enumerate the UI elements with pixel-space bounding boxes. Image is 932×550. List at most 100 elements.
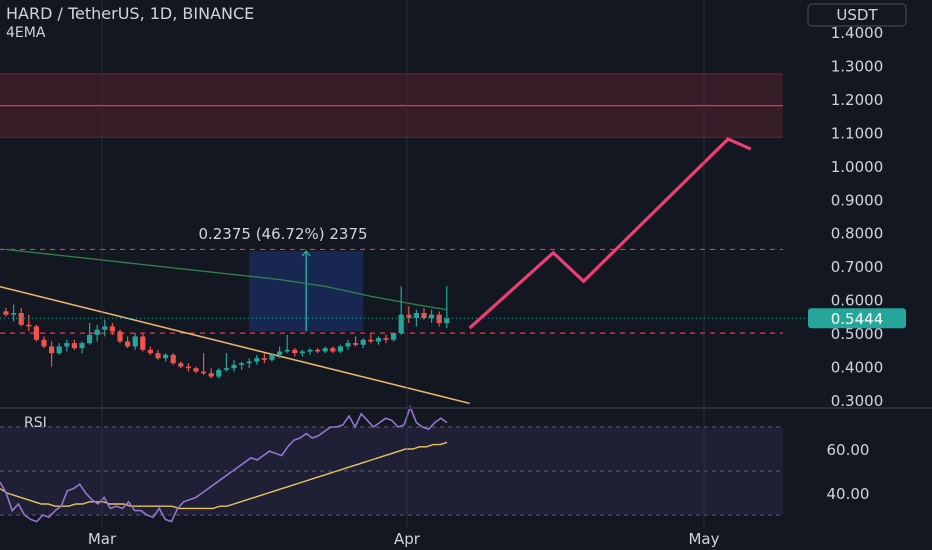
price-tick-label: 0.8000 bbox=[831, 225, 884, 243]
candle-body bbox=[307, 349, 313, 352]
time-tick-label: May bbox=[688, 530, 719, 548]
candle-body bbox=[429, 314, 435, 319]
candle-body bbox=[3, 311, 9, 315]
candle-body bbox=[11, 313, 17, 315]
candle-body bbox=[109, 326, 115, 332]
price-tick-label: 1.3000 bbox=[831, 57, 884, 75]
candle-body bbox=[185, 366, 191, 369]
candle-body bbox=[178, 363, 184, 367]
chart-title: HARD / TetherUS, 1D, BINANCE bbox=[6, 4, 254, 23]
rsi-axis[interactable]: 40.00 60.00 bbox=[827, 441, 870, 503]
candle-body bbox=[444, 318, 450, 324]
candle-body bbox=[147, 349, 153, 354]
candle-body bbox=[360, 339, 366, 345]
candle-body bbox=[345, 343, 351, 347]
candle-body bbox=[132, 336, 138, 347]
candle-body bbox=[322, 348, 328, 352]
trendline-segment bbox=[0, 285, 470, 405]
measure-arrow-head bbox=[301, 249, 311, 257]
candle-body bbox=[261, 358, 267, 360]
rsi-lines bbox=[0, 404, 448, 523]
rsi-line bbox=[0, 404, 448, 523]
candle-body bbox=[201, 371, 207, 374]
ema-polyline bbox=[5, 248, 447, 311]
candle-body bbox=[315, 349, 321, 352]
candle-body bbox=[155, 353, 161, 359]
candle-body bbox=[239, 363, 245, 365]
candle-body bbox=[277, 351, 283, 355]
candle-body bbox=[49, 346, 55, 354]
price-tick-label: 0.5000 bbox=[831, 325, 884, 343]
candle-body bbox=[398, 314, 404, 334]
candle-body bbox=[64, 343, 70, 347]
rsi-label: RSI bbox=[24, 415, 47, 431]
candle-body bbox=[406, 314, 412, 319]
candle-body bbox=[269, 354, 275, 360]
candle-body bbox=[216, 369, 222, 377]
candle-body bbox=[421, 313, 427, 319]
projection-path[interactable] bbox=[468, 137, 752, 330]
candle-body bbox=[292, 349, 298, 354]
projection-polyline bbox=[468, 137, 752, 330]
price-tick-label: 1.1000 bbox=[831, 124, 884, 142]
price-tick-label: 0.4000 bbox=[831, 359, 884, 377]
candle-body bbox=[163, 354, 169, 359]
time-tick-label: Apr bbox=[394, 530, 421, 548]
candle-body bbox=[33, 326, 39, 340]
ema-line bbox=[5, 248, 447, 311]
rsi-tick-label: 40.00 bbox=[827, 485, 870, 503]
indicator-label: 4EMA bbox=[6, 25, 46, 41]
candle-body bbox=[26, 324, 32, 327]
candle-body bbox=[391, 333, 397, 340]
measure-label: 0.2375 (46.72%) 2375 bbox=[198, 225, 367, 243]
candle-body bbox=[56, 346, 62, 354]
candle-body bbox=[231, 364, 237, 369]
candle-body bbox=[254, 358, 260, 362]
candles bbox=[3, 286, 450, 379]
candle-body bbox=[117, 331, 123, 342]
price-tick-label: 0.3000 bbox=[831, 392, 884, 410]
rsi-tick-label: 60.00 bbox=[827, 441, 870, 459]
currency-label: USDT bbox=[836, 6, 878, 24]
time-tick-label: Mar bbox=[88, 530, 117, 548]
candle-body bbox=[71, 343, 77, 349]
candle-body bbox=[299, 351, 305, 354]
candle-body bbox=[284, 349, 290, 352]
currency-box[interactable] bbox=[807, 3, 907, 27]
candle-body bbox=[436, 314, 442, 324]
candle-body bbox=[208, 373, 214, 377]
candle-body bbox=[193, 368, 199, 372]
trendline[interactable] bbox=[0, 285, 470, 405]
candle-body bbox=[170, 354, 176, 364]
candle-body bbox=[330, 348, 336, 352]
candle-body bbox=[246, 361, 252, 364]
price-tick-label: 0.7000 bbox=[831, 258, 884, 276]
price-axis[interactable]: 0.3000 0.4000 0.5000 0.6000 0.7000 0.8000 0.90… bbox=[831, 24, 884, 410]
rsi-ma-line bbox=[0, 441, 448, 510]
candle-body bbox=[94, 329, 100, 335]
candle-body bbox=[413, 313, 419, 319]
currency-selector[interactable]: USDT bbox=[807, 3, 907, 27]
candle-body bbox=[383, 338, 389, 340]
price-tick-label: 1.4000 bbox=[831, 24, 884, 42]
candle-body bbox=[125, 341, 131, 347]
current-price-box bbox=[808, 308, 906, 329]
candle-body bbox=[375, 338, 381, 342]
candle-body bbox=[353, 343, 359, 345]
price-tick-label: 1.2000 bbox=[831, 91, 884, 109]
candle-body bbox=[18, 313, 24, 325]
candle-body bbox=[140, 336, 146, 350]
candle-body bbox=[368, 339, 374, 342]
price-tick-label: 0.6000 bbox=[831, 292, 884, 310]
current-price-label: 0.5444 bbox=[831, 310, 884, 328]
time-axis[interactable]: Mar Apr May bbox=[88, 0, 720, 548]
candle-body bbox=[223, 368, 229, 370]
candle-body bbox=[79, 343, 85, 349]
price-tick-label: 0.9000 bbox=[831, 191, 884, 209]
rsi-band bbox=[0, 426, 783, 516]
candle-body bbox=[337, 346, 343, 352]
candle-body bbox=[102, 326, 108, 330]
current-price-badge: 0.5444 bbox=[808, 308, 906, 329]
